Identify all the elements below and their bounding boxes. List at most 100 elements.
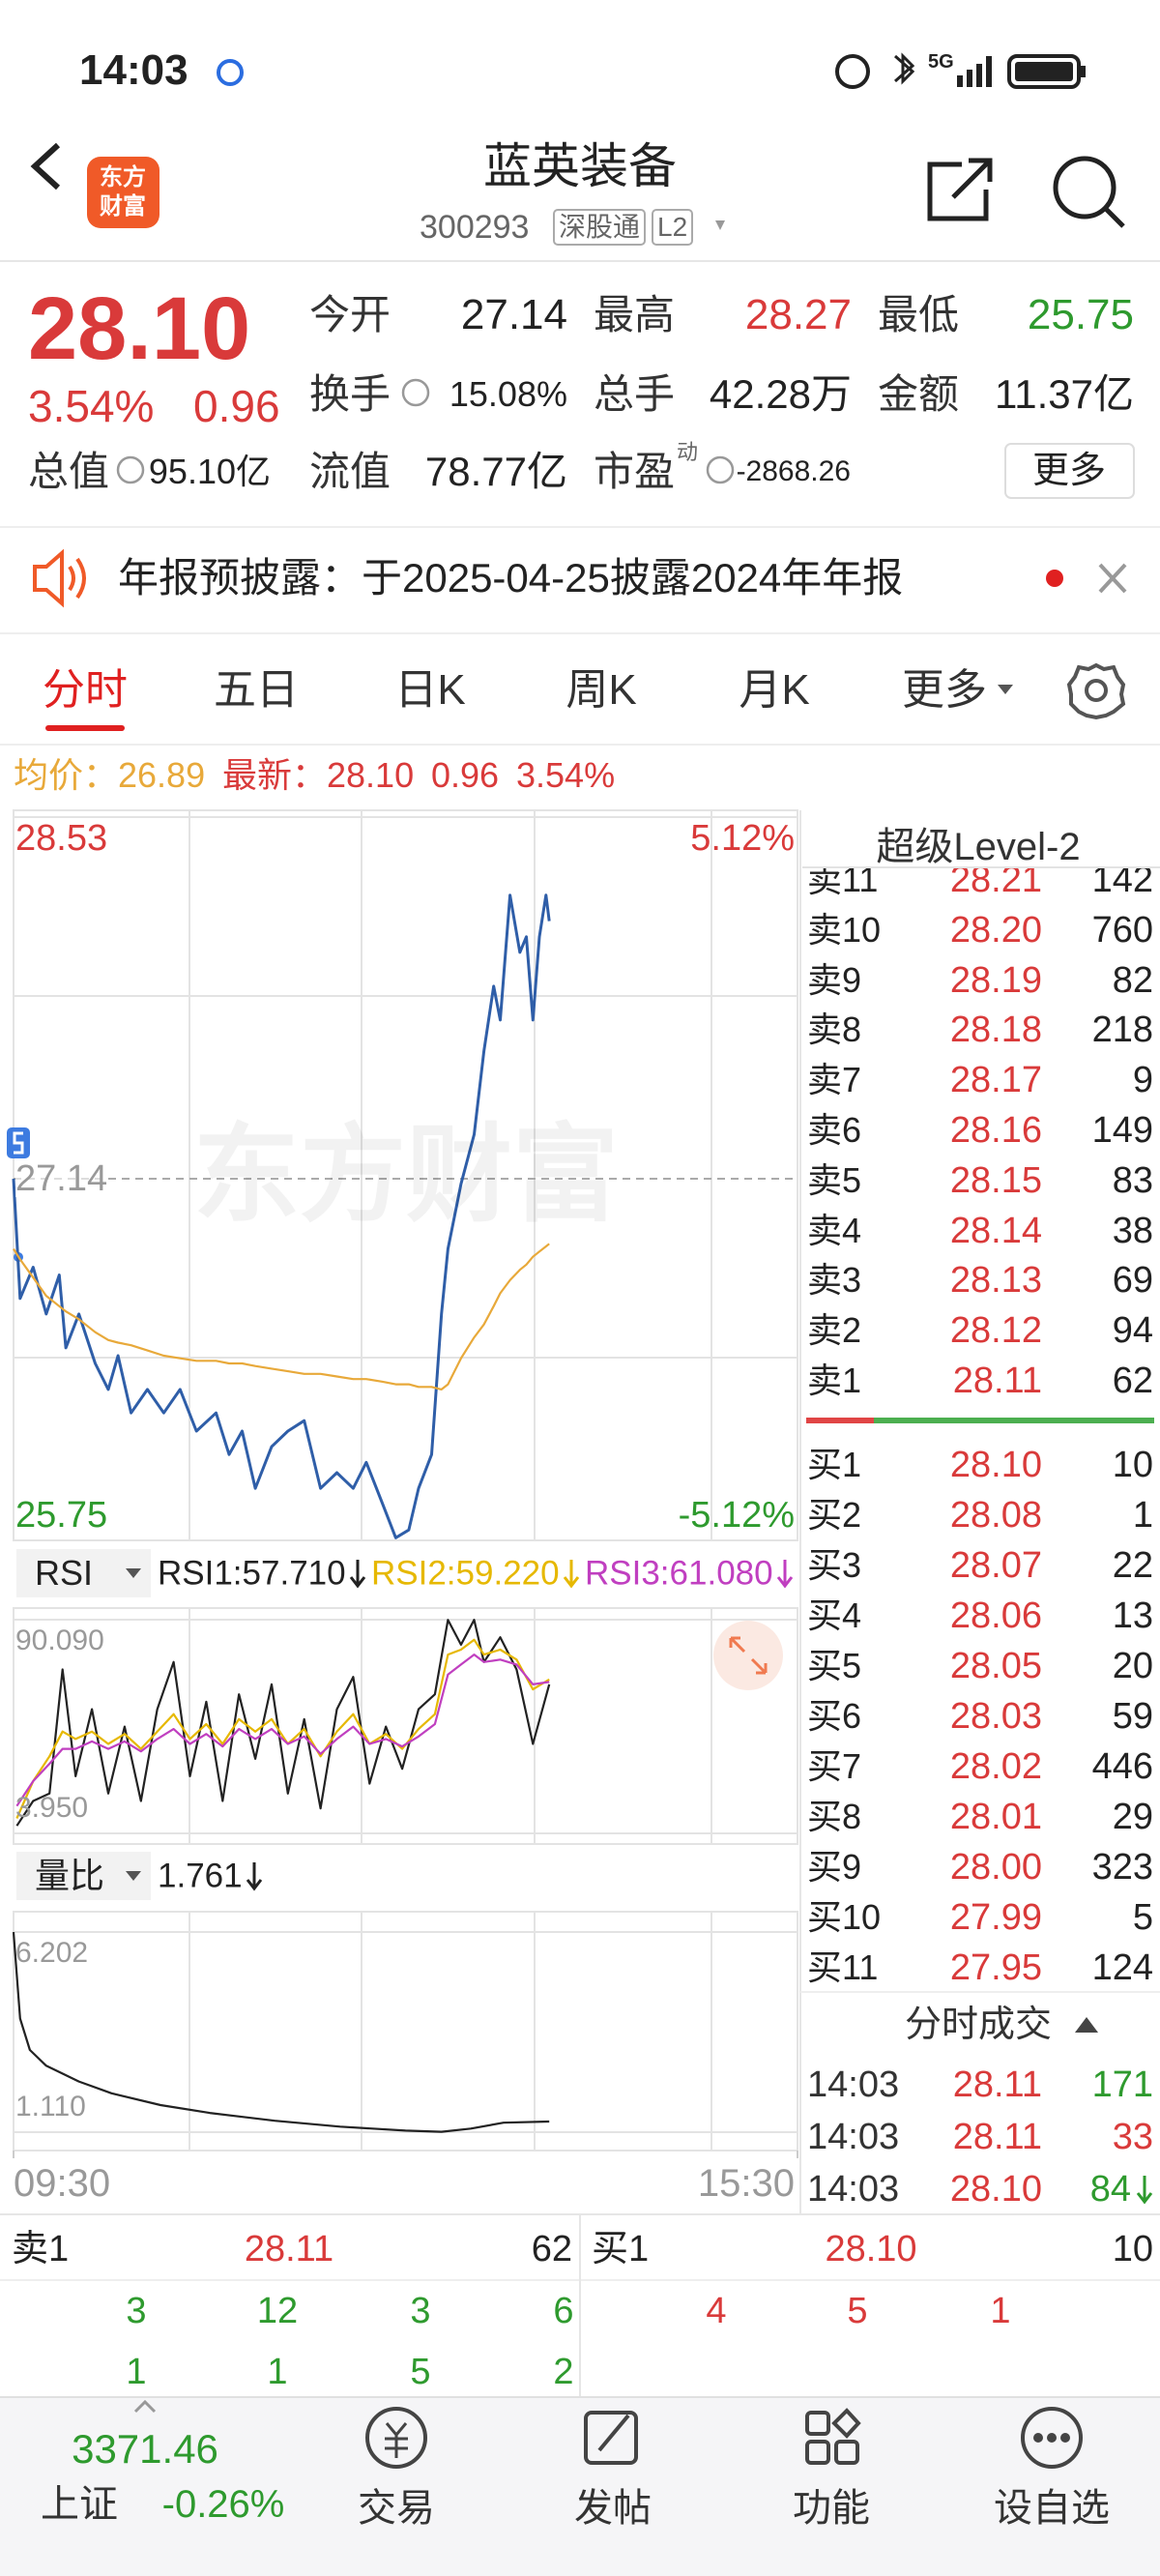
book-volume: 62 bbox=[1112, 1361, 1153, 1401]
nav-item[interactable]: 发帖 bbox=[574, 2487, 652, 2530]
trend-arrow bbox=[1136, 2176, 1153, 2205]
stock-code: 300293 bbox=[420, 209, 530, 246]
ask-count: 3 bbox=[410, 2291, 431, 2331]
expand-arrow[interactable] bbox=[1075, 2017, 1098, 2033]
nav-item[interactable]: 交易 bbox=[358, 2487, 435, 2530]
series-line bbox=[12, 893, 551, 1539]
x-tick-label: 09:30 bbox=[14, 2162, 111, 2205]
ask-count: 3 bbox=[126, 2291, 147, 2331]
bid-volume: 10 bbox=[1112, 2229, 1153, 2269]
book-volume: 29 bbox=[1112, 1797, 1153, 1837]
info-avg: 26.89 bbox=[118, 755, 206, 795]
nav-item[interactable]: 设自选 bbox=[994, 2487, 1110, 2530]
indicator-name[interactable]: 量比 bbox=[35, 1856, 105, 1895]
field-value: 11.37亿 bbox=[995, 371, 1134, 417]
legend-entry: 1.761 bbox=[158, 1857, 243, 1895]
tab[interactable]: 五日 bbox=[214, 666, 299, 714]
book-label: 买2 bbox=[807, 1495, 862, 1535]
nav-item[interactable]: 功能 bbox=[793, 2487, 870, 2530]
book-volume: 13 bbox=[1112, 1595, 1153, 1636]
dropdown-icon[interactable] bbox=[126, 1568, 141, 1578]
ask-label: 卖1 bbox=[12, 2229, 70, 2269]
book-label: 卖1 bbox=[807, 1361, 862, 1400]
book-volume: 20 bbox=[1112, 1646, 1153, 1686]
book-label: 卖3 bbox=[807, 1260, 862, 1301]
tab-underline bbox=[45, 725, 125, 731]
notice-text[interactable]: 年报预披露：于2025-04-25披露2024年年报 bbox=[118, 555, 904, 600]
close-icon[interactable] bbox=[1098, 563, 1127, 594]
book-label: 卖7 bbox=[807, 1060, 862, 1100]
watch-icon[interactable] bbox=[1021, 2407, 1083, 2469]
book-header bbox=[802, 810, 1160, 868]
more-button[interactable] bbox=[1004, 443, 1135, 499]
book-price: 28.00 bbox=[949, 1847, 1042, 1888]
y-tick-label: 27.14 bbox=[15, 1158, 108, 1199]
battery-icon bbox=[1007, 54, 1081, 89]
trade-icon[interactable] bbox=[365, 2407, 427, 2469]
nav-icons bbox=[365, 2407, 1083, 2469]
dropdown-icon[interactable] bbox=[715, 220, 725, 230]
info-icons bbox=[116, 378, 735, 484]
info-latest-label: 最新： bbox=[222, 755, 328, 795]
tab[interactable]: 周K bbox=[566, 666, 637, 714]
field-label: 最高 bbox=[594, 292, 676, 337]
settings-icon[interactable] bbox=[1066, 662, 1126, 720]
field-value: 78.77亿 bbox=[424, 449, 567, 494]
field-value: -2868.26 bbox=[736, 455, 851, 487]
book-price: 28.10 bbox=[949, 1445, 1042, 1485]
indicator-name[interactable]: RSI bbox=[35, 1553, 94, 1593]
field-value: 27.14 bbox=[460, 291, 567, 338]
trend-arrow bbox=[776, 1560, 794, 1589]
book-price: 28.03 bbox=[949, 1696, 1042, 1737]
index-arrow bbox=[133, 2399, 157, 2414]
indicator-selector[interactable] bbox=[16, 1852, 151, 1900]
book-volume: 22 bbox=[1112, 1545, 1153, 1586]
ratio-bar-green bbox=[874, 1418, 1154, 1423]
y-tick-label: 28.53 bbox=[15, 818, 108, 859]
book-price: 28.19 bbox=[949, 959, 1042, 1001]
book-price: 28.13 bbox=[949, 1260, 1042, 1302]
series-line bbox=[15, 1619, 551, 1827]
book-label: 卖6 bbox=[807, 1110, 862, 1150]
dropdown-icon[interactable] bbox=[126, 1871, 141, 1881]
book-label: 买5 bbox=[807, 1646, 862, 1685]
tab[interactable]: 分时 bbox=[43, 666, 128, 714]
field-value: 42.28万 bbox=[709, 371, 852, 417]
red-dot bbox=[1046, 570, 1063, 587]
y-tick-label: 3.950 bbox=[15, 1792, 89, 1824]
legend-entry: RSI1:57.710 bbox=[158, 1554, 346, 1593]
change-pct: 3.54% bbox=[28, 381, 155, 431]
book-volume: 10 bbox=[1112, 1445, 1153, 1485]
book-label: 买9 bbox=[807, 1847, 862, 1887]
tab[interactable]: 日K bbox=[394, 666, 466, 714]
info-change: 0.96 bbox=[431, 755, 500, 795]
tab[interactable]: 更多 bbox=[902, 666, 987, 714]
tab[interactable]: 月K bbox=[739, 666, 810, 714]
more-button[interactable]: 更多 bbox=[1031, 451, 1107, 491]
status-icons bbox=[217, 52, 1086, 89]
field-label: 换手 bbox=[309, 371, 392, 417]
expand-button[interactable] bbox=[713, 1621, 783, 1690]
indicator-selector[interactable] bbox=[16, 1549, 151, 1597]
book-price: 28.02 bbox=[949, 1746, 1042, 1787]
book-price: 28.11 bbox=[952, 1361, 1042, 1401]
search-icon[interactable] bbox=[1053, 156, 1125, 228]
post-icon[interactable] bbox=[584, 2411, 638, 2465]
trades-title[interactable]: 分时成交 bbox=[904, 2005, 1053, 2045]
ask-count: 6 bbox=[553, 2291, 574, 2331]
logo-text: 财富 bbox=[100, 193, 146, 220]
share-icon[interactable] bbox=[927, 158, 993, 221]
y2-tick-label: -5.12% bbox=[678, 1495, 795, 1536]
series-line bbox=[12, 1932, 550, 2133]
book-price: 28.07 bbox=[949, 1545, 1042, 1586]
book-volume: 149 bbox=[1091, 1110, 1153, 1151]
index-value[interactable]: 3371.46 bbox=[72, 2426, 218, 2472]
func-icon[interactable] bbox=[805, 2411, 830, 2436]
series-line bbox=[15, 1654, 550, 1807]
back-icon[interactable] bbox=[30, 142, 61, 190]
trade-volume: 84 bbox=[1089, 2169, 1131, 2210]
notice-bar bbox=[0, 527, 1160, 633]
dropdown-icon[interactable] bbox=[998, 685, 1013, 694]
